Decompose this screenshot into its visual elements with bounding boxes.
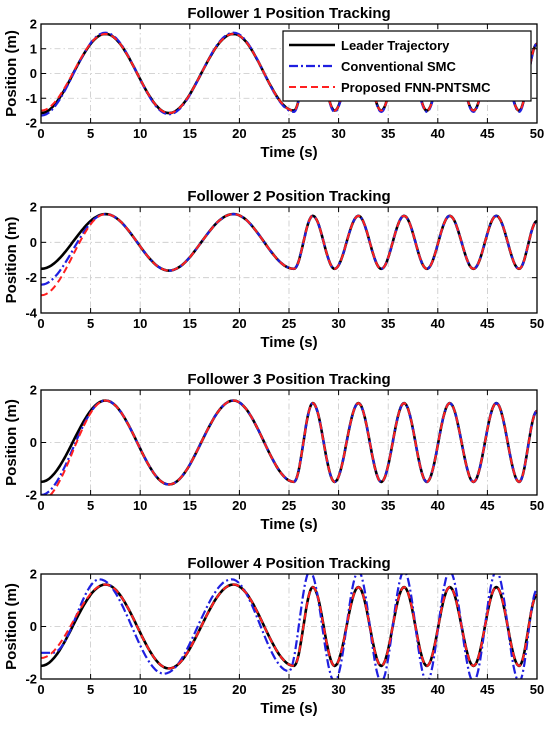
series-line-3 — [49, 399, 537, 495]
x-tick-label: 15 — [183, 682, 197, 697]
x-tick-label: 45 — [480, 498, 494, 513]
y-axis-label: Position (m) — [3, 399, 20, 486]
x-tick-label: 20 — [232, 126, 246, 141]
x-tick-label: 40 — [431, 316, 445, 331]
y-tick-label: -1 — [25, 91, 37, 106]
x-tick-label: 50 — [530, 682, 544, 697]
y-axis-label: Position (m) — [3, 30, 20, 117]
x-tick-label: 25 — [282, 126, 296, 141]
legend-label-2: Conventional SMC — [341, 59, 456, 74]
x-tick-label: 30 — [331, 126, 345, 141]
x-tick-label: 15 — [183, 498, 197, 513]
x-tick-label: 40 — [431, 126, 445, 141]
x-axis-label: Time (s) — [260, 700, 317, 717]
x-tick-label: 20 — [232, 316, 246, 331]
x-tick-label: 45 — [480, 126, 494, 141]
x-tick-label: 5 — [87, 682, 94, 697]
series-group — [41, 574, 537, 679]
x-axis-label: Time (s) — [260, 144, 317, 161]
y-tick-label: 0 — [30, 235, 37, 250]
legend-label-1: Leader Trajectory — [341, 38, 450, 53]
x-tick-label: 35 — [381, 682, 395, 697]
y-axis-label: Position (m) — [3, 217, 20, 304]
x-tick-label: 45 — [480, 316, 494, 331]
x-tick-label: 20 — [232, 682, 246, 697]
x-tick-label: 25 — [282, 682, 296, 697]
x-tick-label: 20 — [232, 498, 246, 513]
x-tick-label: 10 — [133, 498, 147, 513]
x-axis-label: Time (s) — [260, 516, 317, 533]
x-tick-label: 50 — [530, 316, 544, 331]
x-tick-label: 50 — [530, 498, 544, 513]
x-tick-label: 25 — [282, 498, 296, 513]
chart-title: Follower 4 Position Tracking — [187, 555, 390, 572]
x-tick-label: 0 — [37, 126, 44, 141]
y-tick-label: -2 — [25, 672, 37, 687]
x-tick-label: 10 — [133, 126, 147, 141]
x-tick-label: 50 — [530, 126, 544, 141]
x-tick-label: 10 — [133, 316, 147, 331]
chart-title: Follower 2 Position Tracking — [187, 188, 390, 205]
x-axis-label: Time (s) — [260, 334, 317, 351]
x-tick-label: 35 — [381, 498, 395, 513]
x-tick-label: 5 — [87, 316, 94, 331]
x-tick-label: 10 — [133, 682, 147, 697]
x-tick-label: 35 — [381, 316, 395, 331]
x-tick-label: 15 — [183, 126, 197, 141]
y-tick-label: -2 — [25, 270, 37, 285]
chart-title: Follower 3 Position Tracking — [187, 371, 390, 388]
x-tick-label: 30 — [331, 682, 345, 697]
x-tick-label: 5 — [87, 126, 94, 141]
x-tick-label: 30 — [331, 316, 345, 331]
series-group — [41, 212, 537, 297]
x-tick-label: 35 — [381, 126, 395, 141]
y-tick-label: -4 — [25, 306, 37, 321]
x-tick-label: 0 — [37, 316, 44, 331]
y-tick-label: -2 — [25, 488, 37, 503]
x-tick-label: 5 — [87, 498, 94, 513]
x-tick-label: 0 — [37, 498, 44, 513]
series-line-3 — [41, 583, 537, 670]
x-tick-label: 40 — [431, 498, 445, 513]
x-tick-label: 25 — [282, 316, 296, 331]
y-tick-label: 2 — [30, 567, 37, 582]
x-tick-label: 45 — [480, 682, 494, 697]
y-tick-label: 0 — [30, 435, 37, 450]
chart-title: Follower 1 Position Tracking — [187, 5, 390, 22]
y-tick-label: 1 — [30, 41, 37, 56]
y-tick-label: 2 — [30, 200, 37, 215]
series-line-2 — [41, 574, 537, 679]
y-tick-label: 2 — [30, 383, 37, 398]
x-tick-label: 40 — [431, 682, 445, 697]
y-axis-label: Position (m) — [3, 583, 20, 670]
series-group — [41, 399, 537, 495]
y-tick-label: -2 — [25, 116, 37, 131]
y-tick-label: 0 — [30, 619, 37, 634]
legend-label-3: Proposed FNN-PNTSMC — [341, 80, 491, 95]
legend: Leader Trajectory Conventional SMC Propose… — [282, 30, 532, 102]
y-tick-label: 2 — [30, 17, 37, 32]
x-tick-label: 15 — [183, 316, 197, 331]
x-tick-label: 30 — [331, 498, 345, 513]
series-line-3 — [41, 213, 537, 297]
y-tick-label: 0 — [30, 66, 37, 81]
x-tick-label: 0 — [37, 682, 44, 697]
